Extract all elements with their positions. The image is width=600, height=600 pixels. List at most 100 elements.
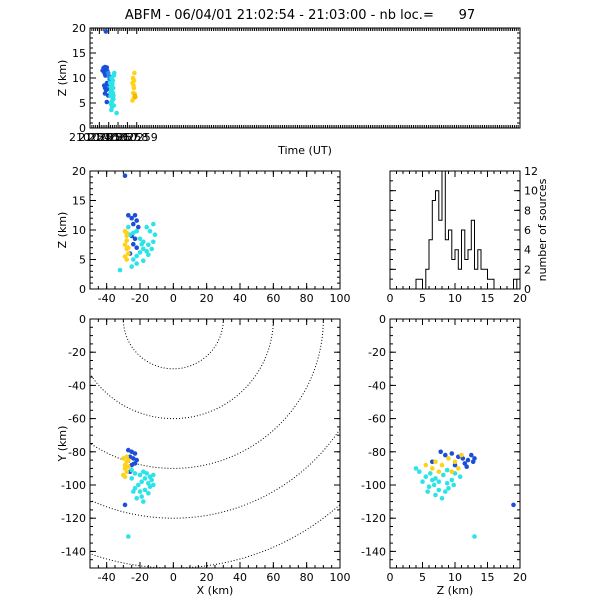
x-tick-label: -20 [131,571,149,584]
data-point [126,447,131,453]
y-tick-label: 2 [524,263,531,276]
y-tick-label: 20 [72,165,86,178]
data-point [134,253,139,259]
data-point [137,472,143,478]
y-tick-label: -60 [368,413,386,426]
data-point [452,462,458,468]
data-point [110,81,115,87]
data-point [126,224,131,230]
data-point [511,502,516,508]
y-tick-label: -100 [61,479,86,492]
data-point [449,469,455,475]
data-point [417,469,422,475]
data-point [131,78,137,83]
data-point [151,482,156,488]
data-point [439,496,445,501]
data-point [110,85,116,91]
x-tick-label: 210254 [69,131,111,144]
x-tick-label: 0 [387,292,394,305]
y-tick-label: -60 [68,413,86,426]
y-tick-label: 6 [524,224,531,237]
x-tick-label: 5 [419,571,426,584]
data-point [124,454,129,460]
x-tick-label: 0 [170,571,177,584]
x-axis-label: Time (UT) [277,144,332,157]
y-tick-label: 0 [79,122,86,135]
data-point [132,451,138,456]
data-point [146,491,151,496]
data-point [436,487,442,493]
data-point [413,466,419,471]
data-point [469,452,474,458]
x-tick-label: -40 [98,571,116,584]
x-tick-label: 210259 [116,131,158,144]
data-point [452,459,458,465]
plot-frame [389,170,521,290]
data-point [439,462,445,468]
data-point [431,482,437,488]
data-point [104,99,110,105]
data-point [109,107,114,113]
data-point [141,469,146,475]
y-tick-label: 10 [72,72,86,85]
y-axis-label: Z (km) [56,212,69,249]
y-tick-label: -20 [68,346,86,359]
x-tick-label: -40 [98,292,116,305]
data-point [146,252,151,258]
range-ring [90,319,274,420]
data-point [444,467,450,473]
data-point [122,502,128,508]
data-point [443,452,448,458]
data-point [126,534,131,539]
range-ring [122,319,224,370]
x-tick-label: 210257 [97,131,139,144]
x-tick-label: 20 [200,292,214,305]
y-tick-label: 10 [72,224,86,237]
data-point [136,482,141,488]
data-point [131,85,137,91]
data-points [100,29,138,116]
data-point [144,248,149,254]
x-tick-label: 15 [481,292,495,305]
x-tick-label: 10 [448,292,462,305]
data-point [124,230,129,236]
data-point [146,481,151,486]
y-tick-label: -80 [68,446,86,459]
data-point [134,261,139,266]
x-tick-label: 40 [233,292,247,305]
x-tick-label: 60 [266,571,280,584]
data-point [131,489,136,494]
data-point [122,474,128,480]
data-point [132,236,138,242]
y-tick-label: 0 [79,313,86,326]
data-point [137,489,143,494]
data-point [425,489,431,494]
y-tick-label: -120 [361,512,386,525]
data-point [114,110,119,116]
data-point [472,534,477,539]
data-point [132,70,137,76]
data-point [144,224,149,230]
plot-frame [389,318,521,569]
data-point [152,232,158,237]
data-point [444,481,450,486]
y-tick-label: -140 [61,545,86,558]
y-tick-label: 5 [79,97,86,110]
range-rings [90,319,340,568]
y-tick-label: 0 [524,283,531,296]
data-point [430,459,435,465]
data-point [103,29,109,34]
data-point [117,267,123,273]
data-point [443,489,448,494]
data-point [151,221,156,227]
data-point [132,471,138,476]
y-tick-label: 10 [524,185,538,198]
data-point [134,228,139,234]
plot-frame [89,27,521,129]
data-point [136,224,141,230]
data-point [139,479,144,485]
y-tick-label: 12 [524,165,538,178]
data-point [451,482,457,488]
x-tick-label: 20 [513,571,527,584]
